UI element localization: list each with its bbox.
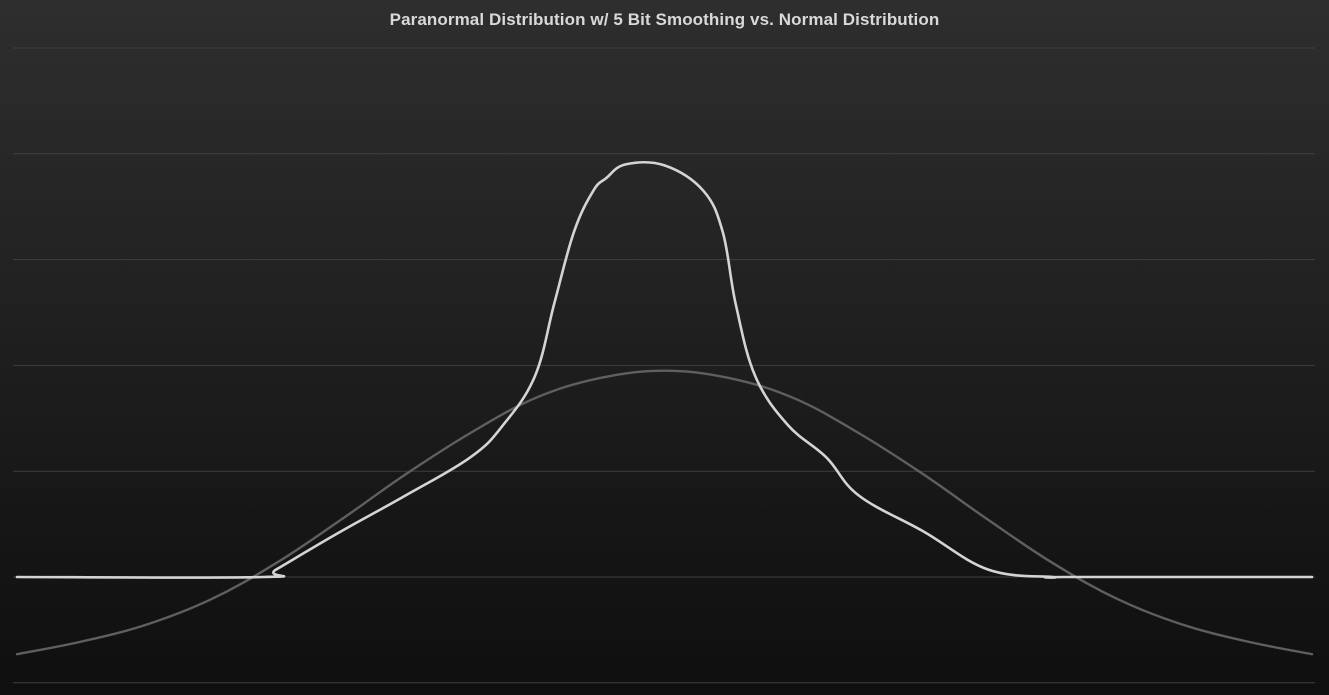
chart-title: Paranormal Distribution w/ 5 Bit Smoothi…	[389, 10, 940, 29]
series-line-normal	[15, 369, 1314, 656]
series-line-paranormal	[15, 160, 1314, 579]
